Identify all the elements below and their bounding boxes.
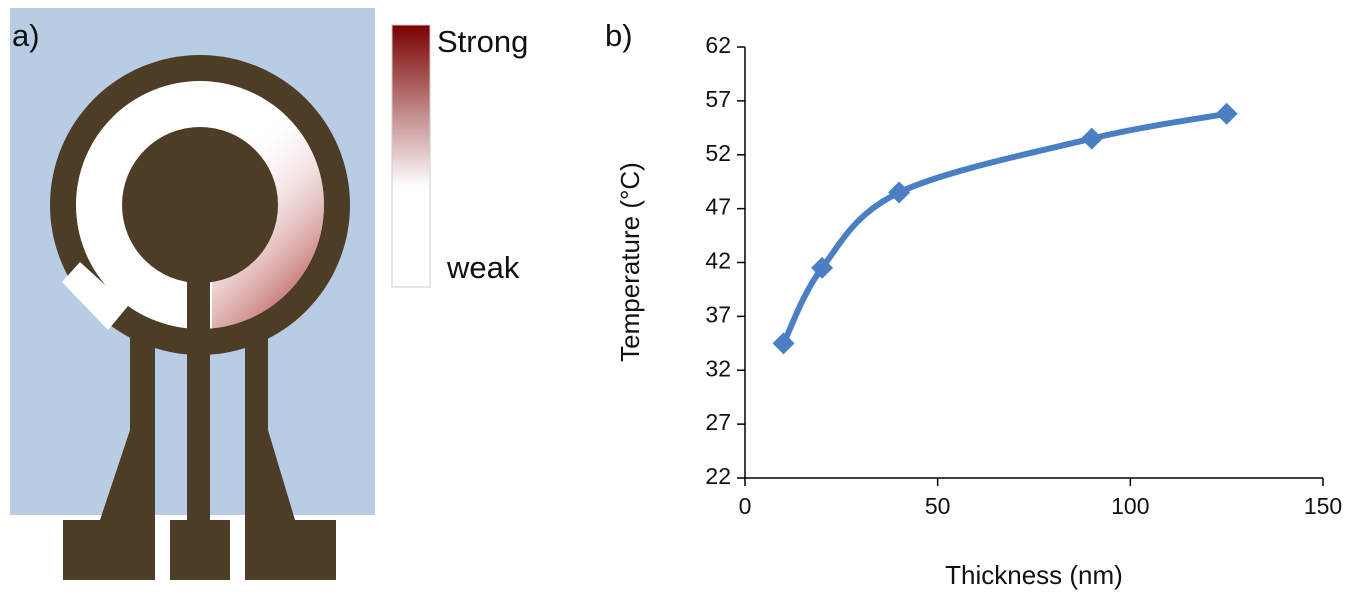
marker [772,332,795,355]
marker [811,256,834,279]
line-chart: b) Thickness (nm) Temperature (°C) 22 27 3… [605,18,1342,590]
y-tick-label: 22 [705,463,731,489]
y-tick-label: 57 [705,86,731,112]
y-axis-title: Temperature (°C) [615,162,645,362]
x-tick-label: 100 [1111,493,1149,519]
x-axis-title: Thickness (nm) [945,560,1123,590]
inner-electrode [122,127,278,283]
marker [1080,127,1103,150]
panel-label: a) [12,18,40,53]
center-pad [170,520,230,580]
y-tick-label: 62 [705,32,731,58]
marker [1215,102,1238,125]
x-tick-label: 150 [1304,493,1342,519]
series-line [780,110,1230,347]
device-diagram: a) Strong weak [10,8,528,580]
left-lead [63,318,155,580]
y-tick-label: 37 [705,301,731,327]
ring-opening [62,262,128,330]
y-tick-label: 42 [705,248,731,274]
y-tick-label: 47 [705,194,731,220]
y-tick-label: 52 [705,140,731,166]
center-lead [187,270,210,525]
scale-low-label: weak [446,250,520,285]
panel-label: b) [605,18,633,53]
scale-high-label: Strong [437,24,528,59]
y-tick-label: 27 [705,409,731,435]
y-tick-label: 32 [705,355,731,381]
x-tick-label: 0 [739,493,752,519]
color-scale [391,24,431,288]
marker [888,181,911,204]
right-lead [245,325,336,580]
x-tick-label: 50 [925,493,951,519]
